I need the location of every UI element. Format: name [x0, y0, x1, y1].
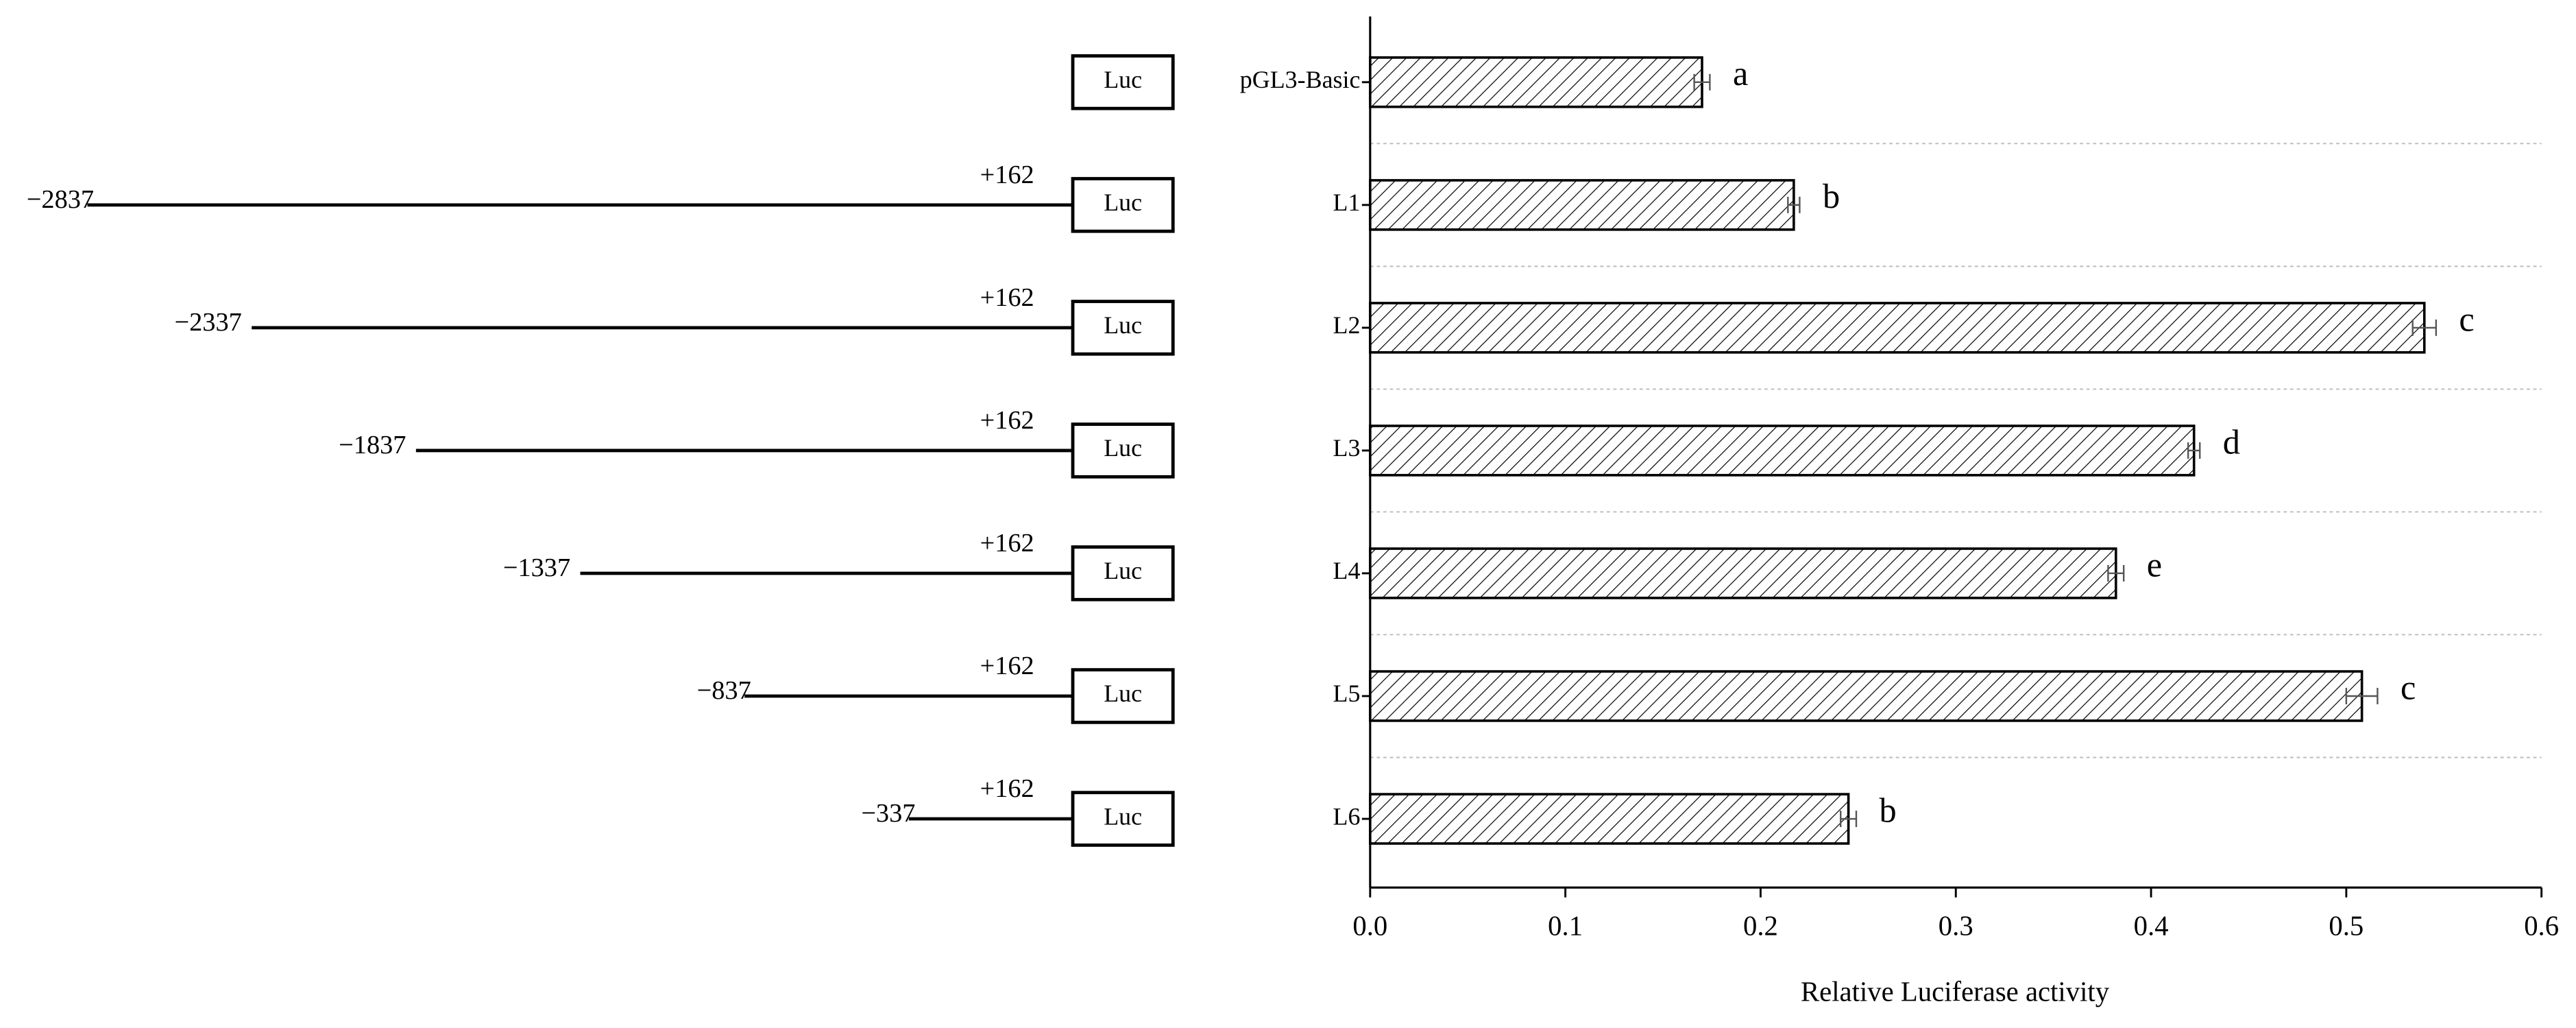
end-label: +162	[980, 774, 1034, 803]
significance-letter: d	[2223, 422, 2240, 461]
bar	[1369, 179, 1795, 231]
start-label: −1337	[503, 553, 570, 582]
x-tick-label: 0.5	[2329, 910, 2364, 941]
end-label: +162	[980, 283, 1034, 312]
y-tick-label: L2	[1333, 311, 1361, 339]
y-tick-label: L4	[1333, 557, 1361, 584]
end-label: +162	[980, 406, 1034, 435]
luc-label: Luc	[1104, 66, 1142, 93]
start-label: −2837	[27, 185, 94, 214]
start-label: −1837	[339, 431, 406, 459]
significance-letter: b	[1880, 791, 1897, 829]
y-tick-label: L3	[1333, 434, 1361, 462]
x-tick-label: 0.1	[1548, 910, 1583, 941]
luc-box	[1071, 54, 1175, 110]
bar	[1369, 425, 2196, 477]
significance-letter: b	[1823, 177, 1840, 215]
luc-label: Luc	[1104, 189, 1142, 216]
x-tick-label: 0.2	[1743, 910, 1778, 941]
luc-box	[1071, 300, 1175, 356]
luc-box	[1071, 668, 1175, 724]
luc-label: Luc	[1104, 311, 1142, 339]
start-label: −837	[697, 676, 751, 705]
significance-letter: c	[2459, 300, 2474, 338]
significance-letter: a	[1733, 54, 1748, 93]
end-label: +162	[980, 160, 1034, 189]
y-tick-label: L1	[1333, 189, 1361, 216]
luc-label: Luc	[1104, 802, 1142, 830]
bar	[1369, 56, 1703, 108]
significance-letter: c	[2401, 668, 2416, 706]
luc-label: Luc	[1104, 557, 1142, 584]
luc-label: Luc	[1104, 680, 1142, 707]
start-label: −337	[861, 799, 915, 828]
luc-box	[1071, 545, 1175, 601]
luc-box	[1071, 422, 1175, 479]
significance-letter: e	[2147, 545, 2162, 584]
y-tick-label: L6	[1333, 802, 1361, 830]
bar	[1369, 547, 2117, 599]
end-label: +162	[980, 652, 1034, 680]
x-tick-label: 0.6	[2524, 910, 2559, 941]
y-tick-label: L5	[1333, 680, 1361, 707]
luc-label: Luc	[1104, 434, 1142, 462]
x-tick-label: 0.0	[1352, 910, 1387, 941]
x-axis-label: Relative Luciferase activity	[1801, 976, 2110, 1007]
x-tick-label: 0.4	[2134, 910, 2169, 941]
luc-box	[1071, 177, 1175, 233]
y-tick-label: pGL3-Basic	[1240, 66, 1361, 93]
x-tick-label: 0.3	[1939, 910, 1973, 941]
bar	[1369, 670, 2364, 722]
bar	[1369, 793, 1850, 845]
bar	[1369, 302, 2426, 354]
start-label: −2337	[175, 308, 242, 337]
end-label: +162	[980, 529, 1034, 558]
